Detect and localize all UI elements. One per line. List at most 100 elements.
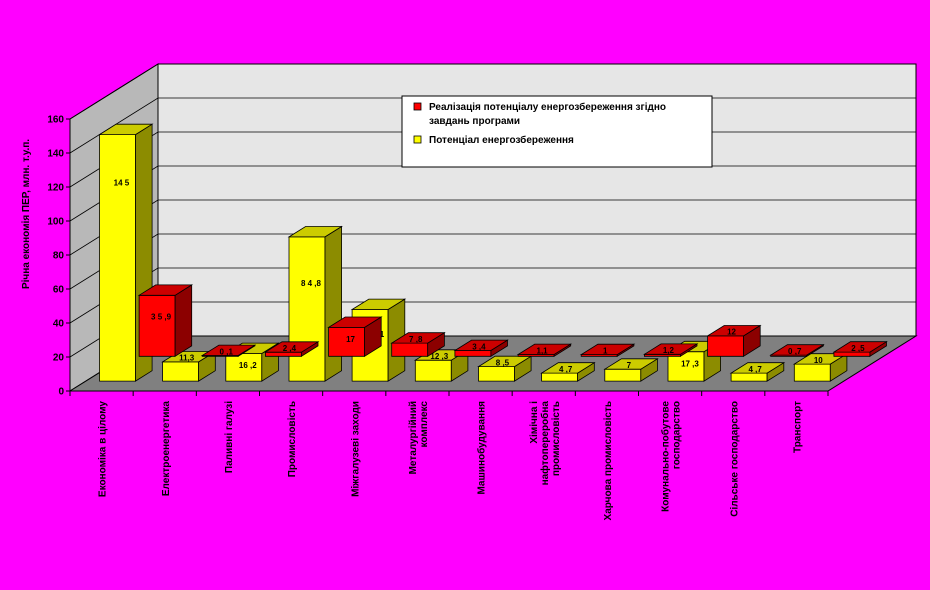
bar: 0 ,7	[769, 343, 825, 358]
bar-top	[729, 362, 786, 374]
x-tick-label: Економіка в цілому	[98, 401, 109, 498]
gridline	[69, 63, 916, 120]
bar-top	[137, 284, 194, 296]
bar-top	[643, 343, 699, 355]
bar-top	[769, 344, 825, 356]
data-label: 14 5	[114, 179, 130, 188]
x-tick-label-line: Міжгалузеві заходи	[350, 401, 361, 497]
legend-swatch	[413, 135, 422, 144]
legend-label: завдань програми	[429, 116, 520, 127]
bar-top	[706, 325, 762, 337]
bar-top	[264, 341, 320, 353]
data-label: 12	[727, 328, 736, 337]
bar-front	[793, 363, 831, 382]
bar-top	[287, 226, 343, 238]
bar-front	[454, 350, 492, 357]
bar: 8 ,5	[477, 355, 533, 382]
bar-front	[478, 366, 515, 382]
data-label: 12 ,3	[430, 352, 448, 361]
x-tick-label-line: Паливні галузі	[224, 401, 235, 473]
bar-front	[730, 372, 768, 382]
x-axis-labels: Економіка в цілому Електроенергетика Палив…	[69, 391, 829, 520]
bar: 1,1	[516, 343, 573, 358]
bar-front	[541, 372, 578, 382]
data-label: 1	[603, 346, 608, 355]
x-tick-label-line: Сільське господарство	[729, 401, 740, 517]
x-tick-label-line: комплекс	[419, 401, 430, 448]
data-label: 2 ,5	[851, 344, 865, 353]
y-tick-label: 0	[58, 387, 64, 398]
x-tick-label-line: Металургійний	[408, 401, 419, 474]
bar-top	[579, 343, 636, 356]
bar-front	[288, 236, 326, 382]
x-tick-label-line: Машинобудування	[476, 401, 488, 495]
y-tick-label: 120	[47, 183, 64, 194]
x-tick-label: Електроенергетика	[161, 401, 172, 496]
x-tick-label: Промисловість	[287, 401, 298, 477]
x-tick-label: Комунально-побутове господарство	[660, 401, 683, 512]
x-tick-label: Харчова промисловість	[603, 401, 614, 520]
bar-top	[350, 298, 407, 310]
y-tick-label: 140	[47, 149, 64, 160]
bar: 1,2	[643, 343, 699, 358]
data-label: 0 ,1	[220, 347, 234, 356]
y-tick-label: 100	[47, 217, 64, 228]
bar: 12	[706, 324, 762, 358]
x-tick-label-line: Промисловість	[287, 401, 298, 477]
data-label: 11,3	[179, 354, 195, 363]
data-label: 17 ,3	[681, 359, 699, 368]
legend-label: Потенціал енергозбереження	[429, 134, 574, 146]
bar-front	[138, 294, 176, 357]
data-label: 3 5 ,9	[151, 313, 172, 322]
x-tick-label: Міжгалузеві заходи	[350, 401, 361, 497]
data-label: 7	[627, 361, 632, 370]
data-label: 1,1	[537, 346, 549, 355]
bars: 14 511,316 ,28 4 ,84 2 ,112 ,38 ,54 ,771…	[98, 123, 888, 382]
data-label: 4 ,7	[748, 365, 762, 374]
bar-top	[516, 343, 573, 355]
legend-swatch	[413, 102, 422, 111]
x-tick-label-line: Комунально-побутове	[660, 401, 672, 512]
bar-top	[98, 123, 154, 136]
bar: 2 ,5	[832, 340, 888, 358]
bar-top	[327, 316, 383, 328]
data-label: 8 4 ,8	[301, 279, 322, 288]
data-label: 4 ,7	[559, 365, 573, 374]
bar-top	[390, 332, 446, 344]
bar-top	[540, 362, 596, 374]
y-axis: 0 20 40 60 80 100 120 140 160	[47, 115, 71, 398]
data-label: 10	[814, 356, 823, 365]
y-tick-label: 60	[53, 285, 65, 296]
bar: 2 ,4	[264, 341, 320, 358]
legend: Реалізація потенціалу енергозбереження з…	[401, 95, 713, 168]
bar-front	[162, 361, 200, 382]
bar-top	[453, 339, 509, 351]
x-tick-label: Паливні галузі	[224, 401, 235, 473]
legend-label: Реалізація потенціалу енергозбереження з…	[429, 101, 666, 113]
y-tick-label: 20	[53, 353, 65, 364]
x-tick-label-line: Харчова промисловість	[603, 401, 614, 520]
bar: 4 ,7	[540, 361, 596, 382]
bar: 3 ,4	[453, 339, 509, 358]
bar-front	[99, 134, 136, 382]
x-tick-label: Металургійний комплекс	[408, 401, 430, 475]
x-tick-label-line: Транспорт	[792, 401, 803, 453]
y-tick-label: 80	[53, 251, 65, 262]
x-tick-label-line: Електроенергетика	[161, 401, 172, 496]
bar-front	[391, 342, 429, 357]
bar: 1	[579, 343, 636, 358]
data-label: 8 ,5	[496, 358, 510, 367]
bar-front	[414, 359, 452, 382]
y-tick-label: 160	[47, 115, 64, 126]
data-label: 3 ,4	[472, 342, 486, 351]
x-tick-label: Сільське господарство	[729, 401, 740, 517]
bar-front	[707, 335, 744, 357]
bar: 3 5 ,9	[137, 284, 194, 358]
x-tick-label: Транспорт	[792, 401, 803, 453]
bar-side	[174, 284, 193, 358]
bar-top	[832, 341, 888, 353]
y-tick-label: 40	[53, 319, 65, 330]
x-tick-label: Хімічна і нафтопереробна промисловість	[529, 401, 562, 486]
